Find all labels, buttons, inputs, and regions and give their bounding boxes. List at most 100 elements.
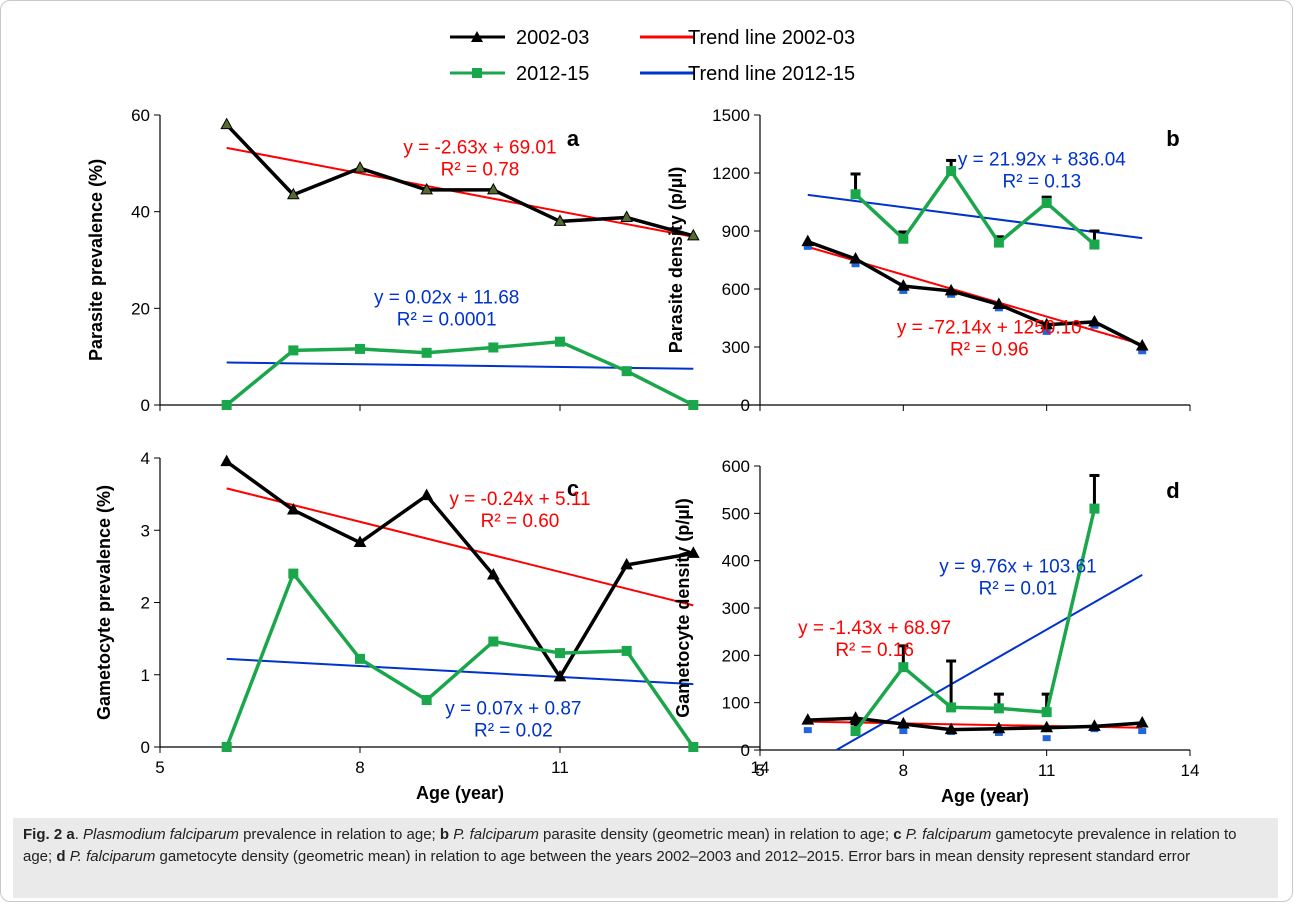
panel-label: c: [567, 476, 579, 501]
x-tick-label: 11: [551, 758, 569, 777]
x-tick-label: 14: [751, 758, 770, 777]
data-point: [286, 502, 300, 515]
x-tick-label: 8: [899, 761, 908, 780]
equation-text: y = -72.14x + 1250.10: [897, 317, 1082, 338]
y-tick-label: 300: [722, 599, 750, 618]
y-tick-label: 2: [141, 594, 150, 613]
legend-item: Trend line 2002-03: [640, 27, 855, 49]
y-tick-label: 300: [722, 338, 750, 357]
legend-marker: [472, 68, 482, 78]
r-squared-text: R² = 0.60: [481, 511, 560, 532]
data-point: [621, 366, 632, 377]
series-line: [225, 123, 694, 238]
legend-label: 2002-03: [516, 27, 589, 49]
data-point: [896, 279, 910, 291]
y-tick-label: 60: [131, 106, 150, 125]
r-squared-text: R² = 0.0001: [397, 310, 497, 331]
panel-a: 0 20 40 60 Parasite prevalence (%) a y = -2.63…: [86, 106, 761, 415]
data-point: [221, 742, 232, 752]
equation-text: y = -2.63x + 69.01: [403, 138, 556, 159]
equation-text: y = -1.43x + 68.97: [798, 618, 951, 639]
y-tick-label: 0: [141, 738, 150, 757]
data-point: [421, 695, 432, 706]
panel-label: d: [1166, 478, 1179, 503]
caption-text: gametocyte density (geometric mean) in r…: [155, 848, 1191, 865]
y-tick-label: 600: [722, 280, 750, 299]
data-point: [801, 713, 815, 725]
data-point: [355, 343, 365, 354]
data-point: [621, 645, 632, 656]
y-tick-label: 0: [141, 396, 150, 415]
y-axis-label: Gametocyte density (p/µl): [673, 498, 693, 717]
series-line: [225, 339, 695, 407]
error-bar-low: [803, 243, 812, 250]
data-point: [353, 535, 367, 548]
data-point: [801, 234, 815, 247]
caption-text: gametocyte prevalence in relation to age…: [23, 826, 1237, 865]
data-point: [993, 237, 1004, 248]
legend-label: Trend line 2002-03: [688, 27, 855, 49]
data-point: [1040, 720, 1054, 733]
data-point: [221, 400, 232, 410]
x-axis-label: Age (year): [416, 783, 504, 803]
data-point: [946, 702, 957, 713]
data-point: [620, 210, 634, 222]
error-bar-low: [1138, 348, 1147, 355]
data-point: [849, 251, 862, 264]
legend-label: 2012-15: [516, 63, 589, 85]
y-tick-label: 4: [141, 449, 150, 468]
data-point: [850, 726, 861, 737]
caption-text: P. falciparum: [453, 826, 539, 843]
data-point: [992, 721, 1006, 734]
data-point: [850, 189, 861, 200]
x-tick-label: 8: [355, 758, 364, 777]
series-line: [225, 460, 694, 679]
data-point: [688, 742, 699, 752]
caption-text: P. falciparum: [69, 848, 156, 865]
data-point: [898, 233, 909, 244]
y-tick-label: 100: [722, 694, 750, 713]
data-point: [420, 182, 434, 195]
data-point: [286, 187, 300, 200]
panel-b: 0 300 600 900 1200 1500 Parasite density (p/µl…: [666, 106, 1191, 415]
y-axis-label: Parasite density (p/µl): [666, 167, 686, 353]
error-bar-low: [899, 728, 908, 735]
data-point: [1041, 707, 1052, 718]
panel-d: 0 100 200 300 400 500 600 5 8 11 14 Age (year) Gamet…: [673, 457, 1199, 806]
y-tick-label: 500: [722, 504, 750, 523]
data-point: [1089, 503, 1100, 514]
y-tick-label: 0: [741, 396, 750, 415]
data-point: [686, 228, 700, 241]
caption-text: b: [439, 826, 450, 843]
y-tick-label: 1: [141, 666, 150, 685]
y-tick-label: 3: [141, 521, 150, 540]
data-point: [992, 297, 1006, 309]
data-point: [1040, 317, 1054, 330]
data-point: [220, 117, 234, 130]
equation-text: y = 0.07x + 0.87: [445, 698, 581, 719]
data-point: [849, 711, 862, 723]
data-point: [1088, 314, 1101, 327]
y-tick-label: 40: [131, 203, 150, 222]
error-bar-low: [803, 727, 812, 734]
data-point: [420, 488, 434, 501]
legend-marker: [471, 31, 483, 42]
data-point: [1041, 197, 1052, 208]
data-point: [620, 557, 634, 570]
r-squared-text: R² = 0.13: [1003, 171, 1082, 192]
series-line: [807, 239, 1144, 348]
error-bar-low: [899, 287, 908, 294]
data-point: [488, 636, 499, 647]
r-squared-text: R² = 0.02: [474, 720, 553, 741]
y-tick-label: 900: [722, 222, 750, 241]
caption-text: c: [893, 826, 902, 843]
y-axis-label: Parasite prevalence (%): [86, 159, 106, 361]
data-point: [486, 182, 500, 195]
